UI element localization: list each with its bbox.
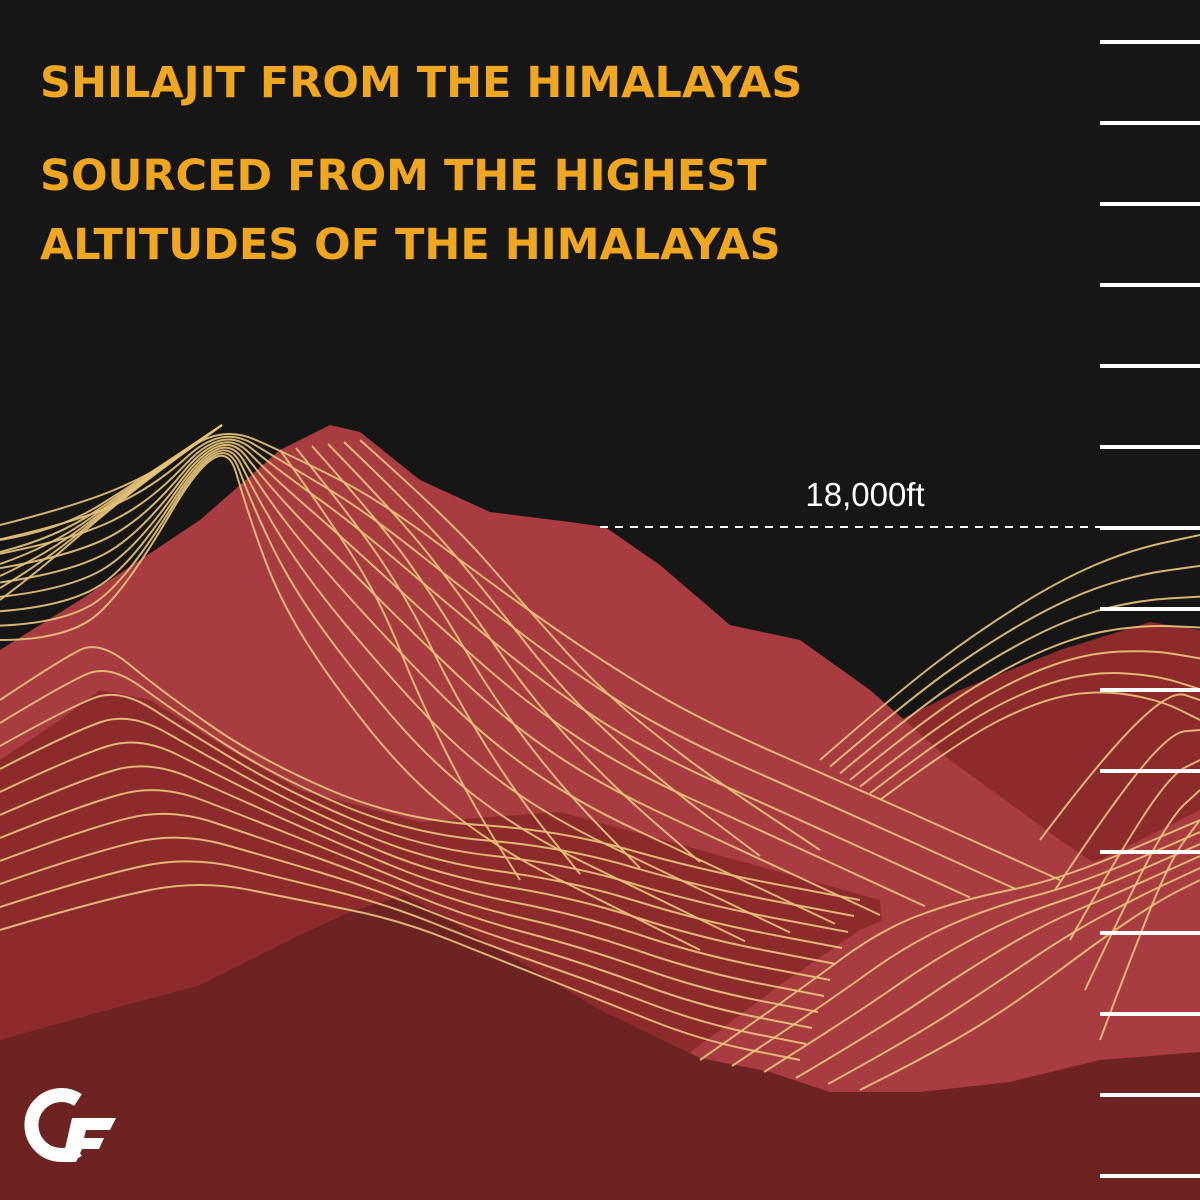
- gold-contour: [359, 439, 821, 851]
- gold-contour: [859, 650, 1200, 788]
- gold-contour: [0, 789, 825, 997]
- gold-contour: [1054, 729, 1200, 891]
- gold-contour: [0, 693, 849, 933]
- gold-contour: [311, 445, 641, 869]
- altitude-label: 18,000ft: [805, 476, 924, 513]
- subheadline-line: SOURCED FROM THE HIGHEST: [40, 151, 767, 201]
- brand-logo: [24, 1088, 116, 1162]
- gold-contour: [763, 843, 1200, 1073]
- gold-contour: [343, 441, 761, 857]
- gold-contour: [0, 435, 1016, 890]
- gold-contour: [0, 860, 807, 1045]
- gold-contours: [0, 424, 1200, 1091]
- gold-contour: [0, 765, 831, 981]
- gold-contour: [0, 812, 819, 1013]
- gold-contour: [0, 741, 837, 965]
- gold-contour: [1039, 693, 1200, 841]
- gold-contour: [849, 625, 1200, 781]
- gold-contour: [327, 443, 701, 863]
- gold-contour: [795, 855, 1200, 1079]
- logo-c: [24, 1088, 82, 1162]
- logo-f: [62, 1118, 116, 1162]
- gold-contour: [839, 595, 1200, 775]
- gold-contour: [279, 449, 521, 881]
- gold-contour: [0, 449, 791, 934]
- front-mountain: [0, 895, 1200, 1200]
- headline: SHILAJIT FROM THE HIMALAYAS: [40, 58, 802, 108]
- gold-contour: [829, 564, 1200, 768]
- gold-contour: [0, 444, 881, 916]
- gold-contour: [869, 672, 1200, 795]
- gold-contour: [0, 454, 701, 951]
- gold-contour: [1084, 789, 1200, 991]
- altitude-ruler: [1100, 40, 1200, 1178]
- gold-contour: [819, 534, 1200, 761]
- gold-contour: [295, 447, 581, 875]
- gold-contour: [0, 446, 836, 925]
- gold-contour: [859, 879, 1200, 1091]
- gold-contour: [0, 441, 926, 908]
- gold-contour: [0, 646, 861, 901]
- gold-contour: [1069, 759, 1200, 941]
- gold-contour: [0, 452, 746, 943]
- gold-contour: [0, 717, 843, 949]
- gold-contour: [731, 831, 1200, 1067]
- gold-contour: [0, 670, 855, 917]
- gold-contour: [0, 884, 801, 1061]
- subheadline-line: ALTITUDES OF THE HIMALAYAS: [40, 220, 781, 270]
- gold-contour: [699, 819, 1200, 1061]
- gold-contour: [0, 424, 223, 601]
- gold-contour: [0, 836, 813, 1029]
- gold-contour: [879, 691, 1200, 801]
- gold-contour: [0, 438, 971, 899]
